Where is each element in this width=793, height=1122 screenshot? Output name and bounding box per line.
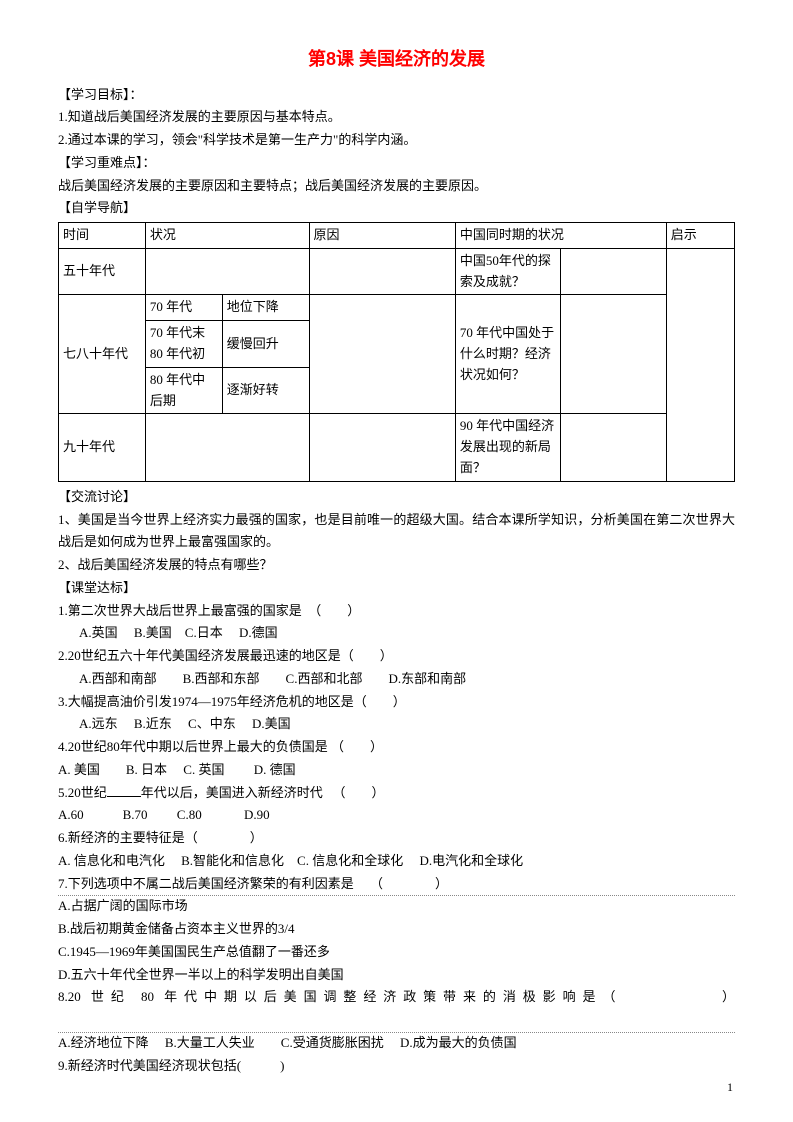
goal-2: 2.通过本课的学习，领会"科学技术是第一生产力"的科学内涵。 (58, 129, 735, 152)
cell-7080-time: 七八十年代 (59, 295, 146, 414)
table-row-50s: 五十年代 中国50年代的探索及成就？ (59, 248, 735, 295)
q8-stem: 8.20 世纪 80 年代中期以后美国调整经济政策带来的消极影响是（ ） (58, 986, 735, 1009)
cell-80mid-period: 80 年代中后期 (145, 367, 222, 414)
th-status: 状况 (145, 223, 309, 249)
q1-stem: 1.第二次世界大战后世界上最富强的国家是 （ ） (58, 600, 735, 623)
q7-opt-d: D.五六十年代全世界一半以上的科学发明出自美国 (58, 964, 735, 987)
discussion-1: 1、美国是当今世界上经济实力最强的国家，也是目前唯一的超级大国。结合本课所学知识… (58, 509, 735, 555)
study-table: 时间 状况 原因 中国同时期的状况 启示 五十年代 中国50年代的探索及成就？ … (58, 222, 735, 482)
q7-opt-b: B.战后初期黄金储备占资本主义世界的3/4 (58, 918, 735, 941)
th-time: 时间 (59, 223, 146, 249)
cell-70-period: 70 年代 (145, 295, 222, 321)
q7-stem: 7.下列选项中不属二战后美国经济繁荣的有利因素是 （ ） (58, 873, 735, 896)
cell-7080-reason (309, 295, 455, 414)
q8-deleted-line (58, 1009, 735, 1032)
cell-7080a-period: 70 年代末 80 年代初 (145, 321, 222, 368)
table-row-90s: 九十年代 90 年代中国经济发展出现的新局面？ (59, 414, 735, 481)
table-row-70: 七八十年代 70 年代 地位下降 70 年代中国处于什么时期？经济状况如何？ (59, 295, 735, 321)
q9-stem: 9.新经济时代美国经济现状包括( ) (58, 1055, 735, 1078)
cell-90-time: 九十年代 (59, 414, 146, 481)
selfstudy-label: 【自学导航】 (58, 197, 735, 220)
cell-50-reason (309, 248, 455, 295)
cell-70-status: 地位下降 (222, 295, 309, 321)
discussion-2: 2、战后美国经济发展的特点有哪些？ (58, 554, 735, 577)
q5-opts: A.60 B.70 C.80 D.90 (58, 804, 735, 827)
cell-50-time: 五十年代 (59, 248, 146, 295)
q5-stem-b: 年代以后，美国进入新经济时代 （ ） (141, 785, 385, 800)
lesson-title: 第8课 美国经济的发展 (58, 44, 735, 76)
cell-90-china: 90 年代中国经济发展出现的新局面？ (455, 414, 560, 481)
cell-50-china: 中国50年代的探索及成就？ (455, 248, 560, 295)
cell-7080-china-blank (561, 295, 666, 414)
page-number: 1 (727, 1077, 733, 1098)
q8-opts: A.经济地位下降 B.大量工人失业 C.受通货膨胀困扰 D.成为最大的负债国 (58, 1032, 735, 1055)
q5-blank (107, 784, 141, 797)
cell-90-reason (309, 414, 455, 481)
cell-qishi (666, 248, 734, 481)
cell-7080a-status: 缓慢回升 (222, 321, 309, 368)
cell-80mid-status: 逐渐好转 (222, 367, 309, 414)
cell-90-china-blank (561, 414, 666, 481)
cell-7080-china: 70 年代中国处于什么时期？经济状况如何？ (455, 295, 560, 414)
difficulty-label: 【学习重难点】： (58, 152, 735, 175)
q6-stem: 6.新经济的主要特征是（ ） (58, 827, 735, 850)
q2-opts: A.西部和南部 B.西部和东部 C.西部和北部 D.东部和南部 (58, 668, 735, 691)
discussion-label: 【交流讨论】 (58, 486, 735, 509)
q6-opts: A. 信息化和电汽化 B.智能化和信息化 C. 信息化和全球化 D.电汽化和全球… (58, 850, 735, 873)
q5-stem: 5.20世纪 年代以后，美国进入新经济时代 （ ） (58, 782, 735, 805)
q3-stem: 3.大幅提高油价引发1974—1975年经济危机的地区是（ ） (58, 691, 735, 714)
q7-opt-c: C.1945—1969年美国国民生产总值翻了一番还多 (58, 941, 735, 964)
q2-stem: 2.20世纪五六十年代美国经济发展最迅速的地区是（ ） (58, 645, 735, 668)
q5-stem-a: 5.20世纪 (58, 785, 107, 800)
goals-label: 【学习目标】： (58, 84, 735, 107)
th-reason: 原因 (309, 223, 455, 249)
cell-90-status (145, 414, 309, 481)
q3-opts: A.远东 B.近东 C、中东 D.美国 (58, 713, 735, 736)
quiz-label: 【课堂达标】 (58, 577, 735, 600)
q4-stem: 4.20世纪80年代中期以后世界上最大的负债国是 （ ） (58, 736, 735, 759)
q7-opt-a: A.占据广阔的国际市场 (58, 895, 735, 918)
cell-50-china-blank (561, 248, 666, 295)
goal-1: 1.知道战后美国经济发展的主要原因与基本特点。 (58, 106, 735, 129)
q4-opts: A. 美国 B. 日本 C. 英国 D. 德国 (58, 759, 735, 782)
th-qishi: 启示 (666, 223, 734, 249)
difficulty-text: 战后美国经济发展的主要原因和主要特点；战后美国经济发展的主要原因。 (58, 175, 735, 198)
q1-opts: A.英国 B.美国 C.日本 D.德国 (58, 622, 735, 645)
th-china: 中国同时期的状况 (455, 223, 666, 249)
cell-50-status (145, 248, 309, 295)
table-header-row: 时间 状况 原因 中国同时期的状况 启示 (59, 223, 735, 249)
